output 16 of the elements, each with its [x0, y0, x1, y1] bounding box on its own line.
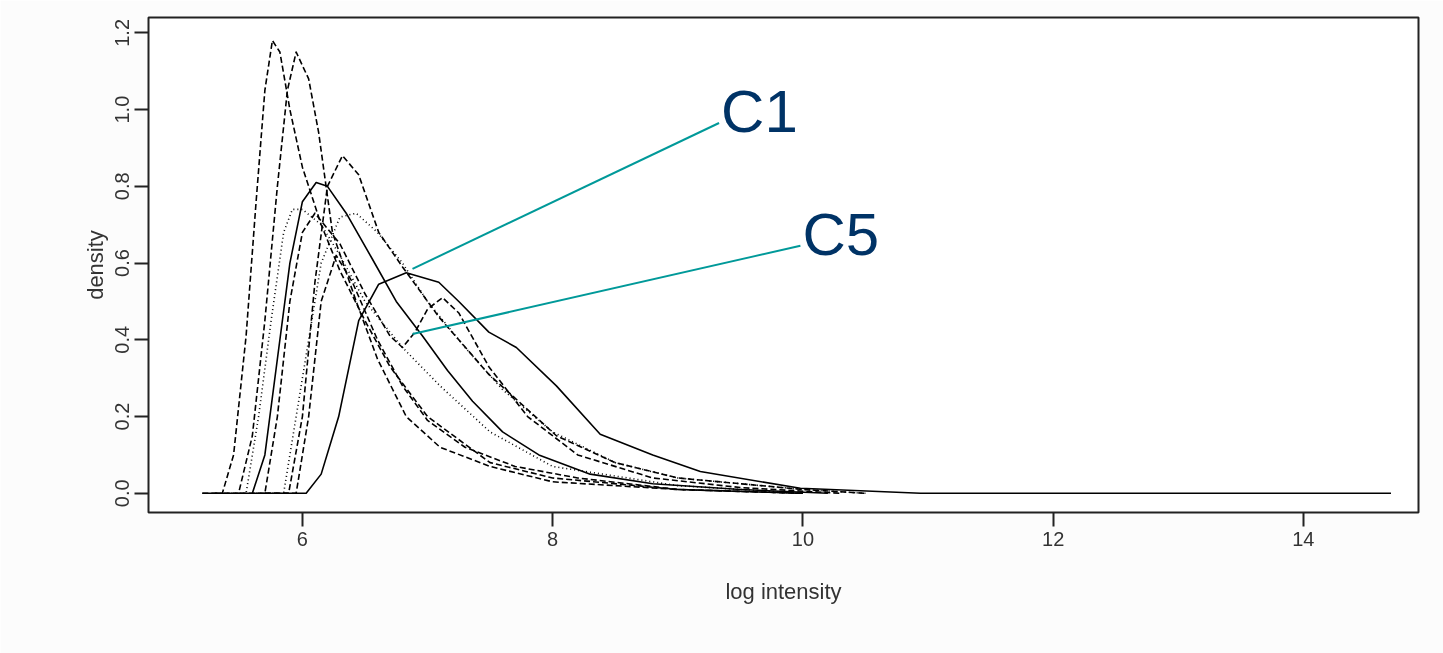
y-tick-label: 0.2: [111, 402, 134, 431]
x-tick-label: 10: [791, 527, 815, 550]
x-tick-label: 8: [547, 527, 559, 550]
x-axis-title: log intensity: [725, 578, 842, 604]
y-tick-label: 1.0: [111, 95, 134, 124]
y-tick-label: 0.0: [111, 479, 134, 508]
y-axis-title: density: [82, 230, 108, 300]
x-tick-label: 12: [1042, 527, 1065, 550]
annotation: C1: [721, 78, 798, 146]
annotation: C5: [802, 200, 880, 268]
x-tick-label: 6: [296, 527, 308, 550]
y-tick-label: 0.6: [111, 249, 134, 277]
x-tick-label: 14: [1292, 527, 1315, 550]
y-tick-label: 0.4: [111, 325, 134, 354]
y-tick-label: 1.2: [111, 18, 134, 47]
y-tick-label: 0.8: [111, 172, 134, 201]
